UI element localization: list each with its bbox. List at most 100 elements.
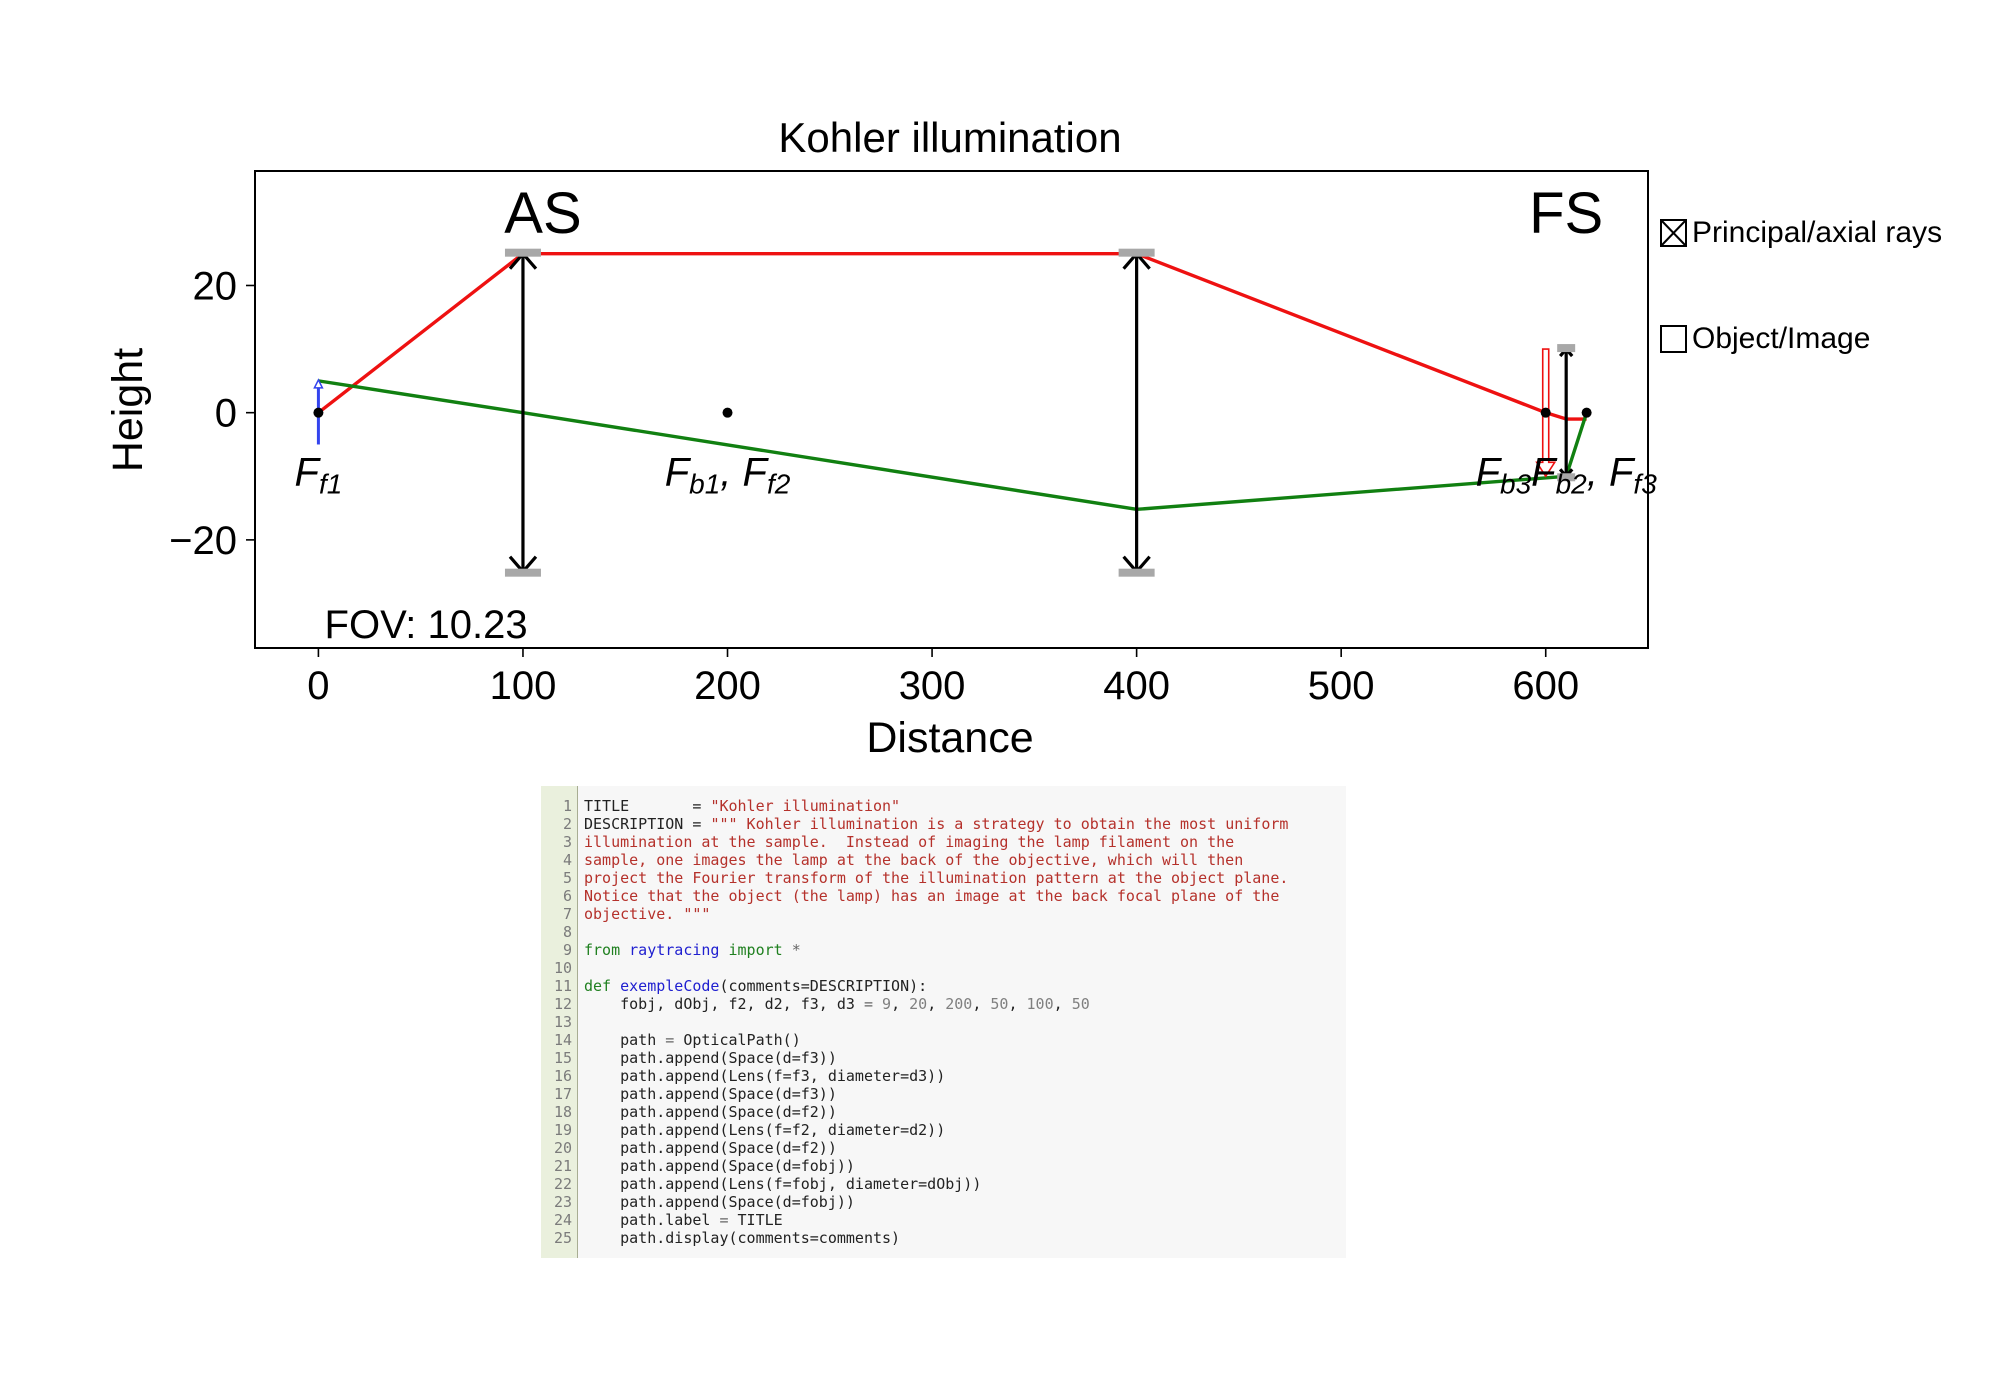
aperture-edge-top [504, 248, 541, 257]
focal-point [1540, 407, 1551, 418]
focal-label-part: f2 [767, 469, 791, 500]
code-token: , [891, 995, 910, 1013]
x-axis-label: Distance [866, 714, 1033, 762]
code-line: path.label = TITLE [584, 1211, 1346, 1229]
code-token: TITLE [737, 1211, 783, 1229]
code-token: = [719, 1211, 738, 1229]
code-token: 9 [882, 995, 892, 1013]
code-line: path.append(Space(d=f3)) [584, 1049, 1346, 1067]
legend: Principal/axial rays Object/Image [1660, 216, 1942, 355]
y-tick-label: 20 [193, 264, 238, 308]
code-token: path.append(Lens(f=f2, diameter=d2)) [584, 1121, 946, 1139]
code-token: path.label [584, 1211, 720, 1229]
x-tick-label: 500 [1308, 664, 1375, 708]
code-token: def [584, 977, 621, 995]
code-line [584, 1013, 1346, 1031]
line-number: 5 [562, 869, 572, 887]
focal-point [1581, 407, 1592, 418]
legend-label: Object/Image [1692, 322, 1870, 355]
x-tick-label: 0 [307, 664, 329, 708]
code-token: TITLE = [584, 797, 711, 815]
code-token: path.append(Space(d=fobj)) [584, 1193, 855, 1211]
line-number: 3 [562, 833, 572, 851]
legend-item: Object/Image [1660, 322, 1870, 355]
code-line: path.display(comments=comments) [584, 1229, 1346, 1247]
focal-point [313, 407, 324, 418]
code-line: path.append(Space(d=fobj)) [584, 1193, 1346, 1211]
line-number: 15 [553, 1049, 572, 1067]
code-token: path.append(Space(d=fobj)) [584, 1157, 855, 1175]
code-token: objective. """ [584, 905, 711, 923]
line-number: 14 [553, 1031, 572, 1049]
code-token: 20 [909, 995, 928, 1013]
code-token: path.append(Space(d=f3)) [584, 1085, 837, 1103]
code-line: path.append(Lens(f=f3, diameter=d3)) [584, 1067, 1346, 1085]
axial-ray [317, 251, 1587, 421]
principal-ray [318, 379, 1589, 512]
fov-label: FOV: 10.23 [325, 603, 528, 647]
x-tick-label: 200 [694, 664, 761, 708]
focal-label-part: F [1476, 451, 1503, 495]
code-token: path.append(Space(d=f2)) [584, 1139, 837, 1157]
line-number: 7 [562, 905, 572, 923]
focal-label-part: , F [1587, 451, 1636, 495]
code-token: project the Fourier transform of the ill… [584, 869, 1289, 887]
code-line: path.append(Space(d=f3)) [584, 1085, 1346, 1103]
code-token: * [791, 941, 801, 959]
line-number: 2 [562, 815, 572, 833]
focal-label-part: F [1531, 451, 1558, 495]
checkbox-cross [1660, 219, 1687, 247]
code-token: , [1053, 995, 1072, 1013]
aperture-edge-bottom [1118, 568, 1155, 577]
line-number: 17 [553, 1085, 572, 1103]
code-token: path.append(Space(d=f3)) [584, 1049, 837, 1067]
line-number: 9 [562, 941, 572, 959]
focal-label-part: b1 [689, 469, 720, 500]
code-token: fobj, dObj, f2, d2, f3, d3 [584, 995, 864, 1013]
code-line [584, 959, 1346, 977]
aperture-edge-top [1557, 344, 1576, 353]
line-number: 16 [553, 1067, 572, 1085]
line-number: 10 [553, 959, 572, 977]
line-number: 22 [553, 1175, 572, 1193]
code-line: def exempleCode(comments=DESCRIPTION): [584, 977, 1346, 995]
code-line: TITLE = "Kohler illumination" [584, 797, 1346, 815]
code-line: objective. """ [584, 905, 1346, 923]
code-token: path.display(comments=comments) [584, 1229, 901, 1247]
code-token: illumination at the sample. Instead of i… [584, 833, 1235, 851]
code-token: path [584, 1031, 666, 1049]
line-number: 4 [562, 851, 572, 869]
aperture-edge-bottom [504, 568, 541, 577]
x-tick-label: 400 [1103, 664, 1170, 708]
focal-label-part: b2 [1556, 469, 1588, 500]
y-tick-label: −20 [169, 519, 237, 563]
focal-label: Ff1 [295, 451, 343, 500]
figure-title: Kohler illumination [778, 114, 1121, 161]
code-line: from raytracing import * [584, 941, 1346, 959]
y-axis-label: Height [104, 348, 152, 472]
code-line: project the Fourier transform of the ill… [584, 869, 1346, 887]
focal-label-part: , F [720, 451, 769, 495]
line-number: 12 [553, 995, 572, 1013]
line-number: 8 [562, 923, 572, 941]
code-token: , [1008, 995, 1027, 1013]
code-token: 50 [1071, 995, 1090, 1013]
line-number: 21 [553, 1157, 572, 1175]
code-listing: 1 2 3 4 5 6 7 8 9 10 11 12 13 14 15 16 17 18 19 20 21 22 23 24 2… [541, 786, 1346, 1258]
legend-checkbox[interactable] [1660, 325, 1687, 353]
focal-label-part: f1 [319, 469, 342, 500]
legend-item: Principal/axial rays [1660, 216, 1942, 249]
code-token: path.append(Lens(f=fobj, diameter=dObj)) [584, 1175, 982, 1193]
line-number: 13 [553, 1013, 572, 1031]
code-line: path.append(Space(d=f2)) [584, 1103, 1346, 1121]
code-line: path.append(Lens(f=fobj, diameter=dObj)) [584, 1175, 1346, 1193]
code-token: path.append(Lens(f=f3, diameter=d3)) [584, 1067, 946, 1085]
code-line: path.append(Space(d=f2)) [584, 1139, 1346, 1157]
aperture-edge-top [1118, 248, 1155, 257]
focal-label-part: F [295, 451, 322, 495]
code-token: OpticalPath() [683, 1031, 801, 1049]
line-number: 20 [553, 1139, 572, 1157]
stop-label: FS [1529, 181, 1603, 246]
code-token: (comments=DESCRIPTION): [719, 977, 928, 995]
